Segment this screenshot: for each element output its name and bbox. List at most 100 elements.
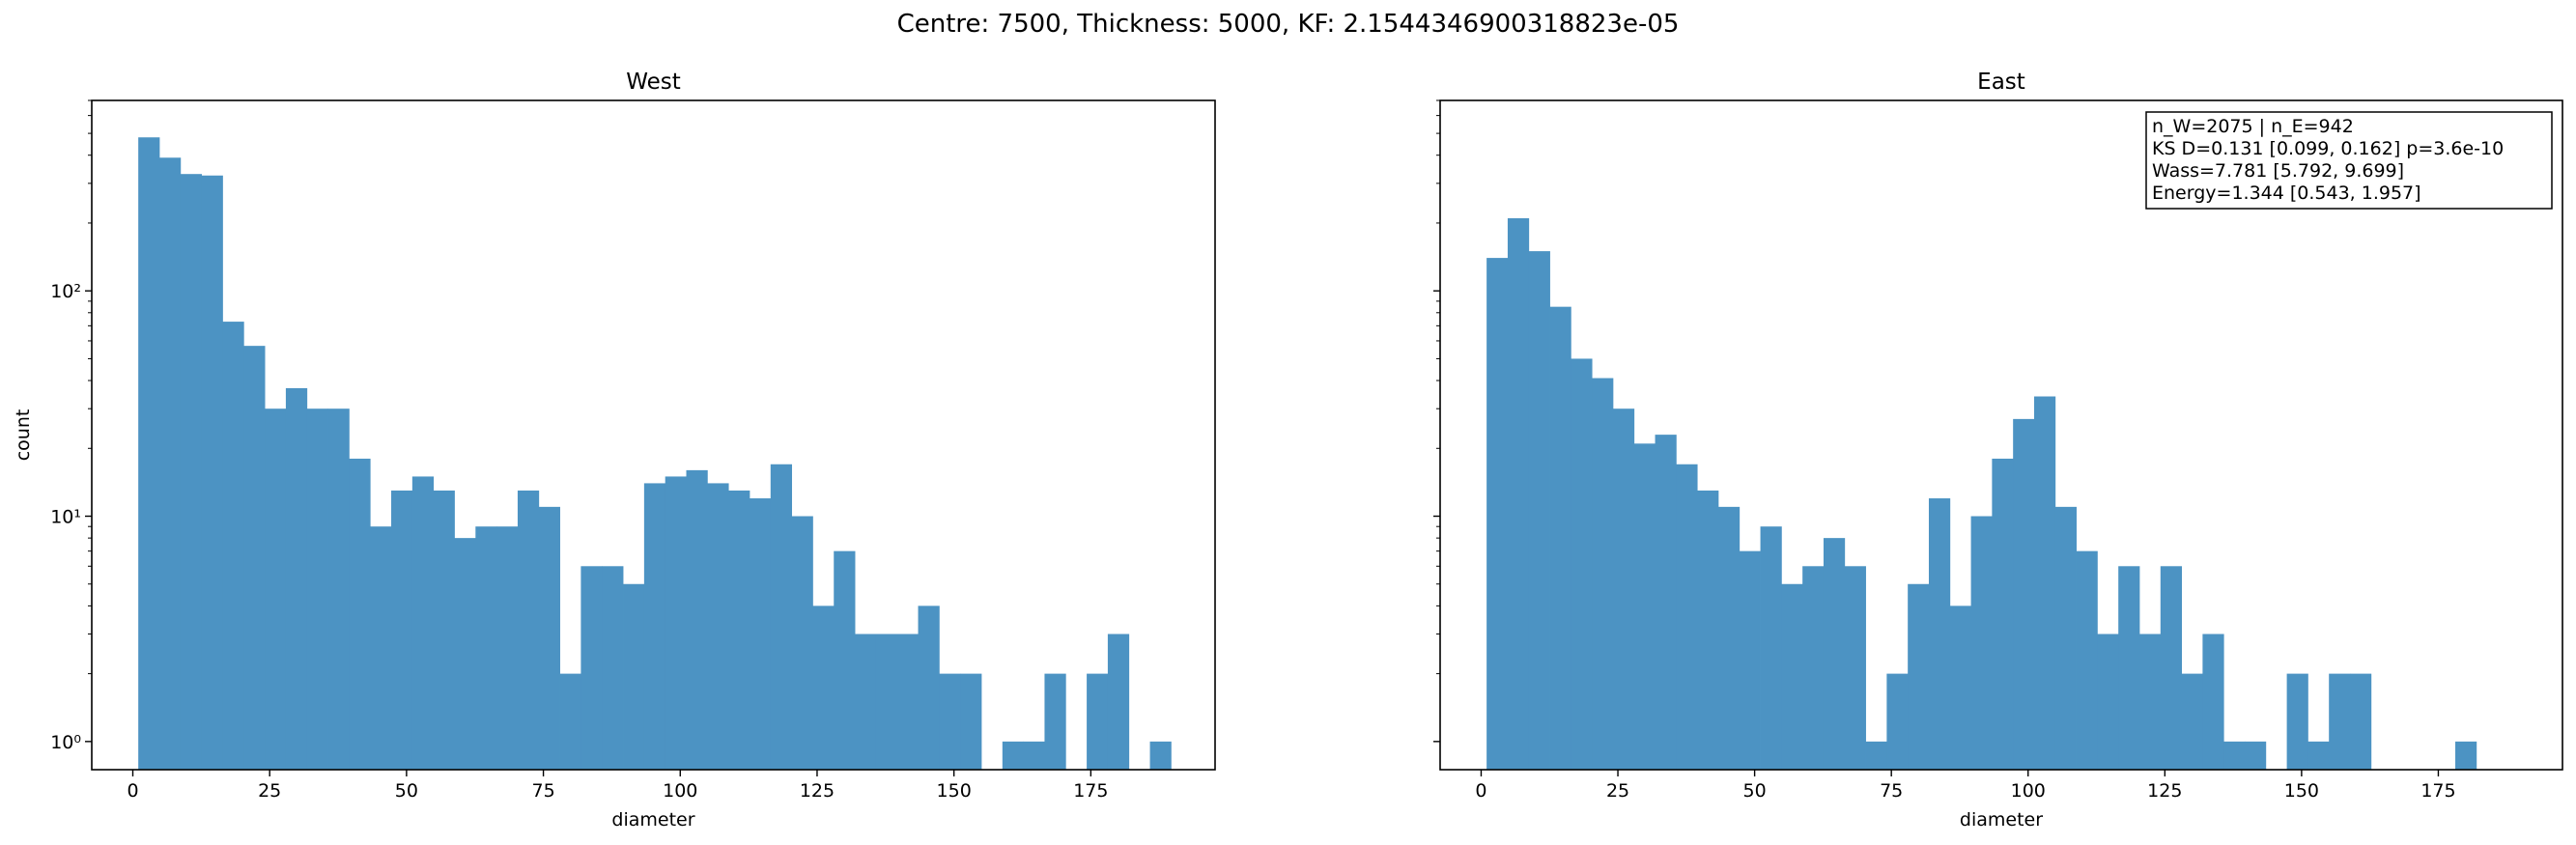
histogram-bar [834,550,856,770]
stats-line: Wass=7.781 [5.792, 9.699] [2152,160,2404,182]
histogram-bar [1633,443,1656,770]
x-tick-label: 75 [531,780,554,802]
histogram-bar [2013,418,2035,770]
histogram-bar [1949,606,1971,770]
histogram-bar [1992,458,2014,770]
histogram-bar [2054,506,2077,770]
histogram-bar [686,469,708,770]
y-axis-label: count [13,409,34,462]
axes-frame [91,99,1216,771]
histogram-bar [433,490,455,770]
histogram-bar [159,157,182,770]
histogram-bar [2223,741,2246,770]
histogram-bar [538,506,560,770]
histogram-bar [623,583,645,770]
histogram-bar [2138,634,2162,770]
figure-title: Centre: 7500, Thickness: 5000, KF: 2.154… [896,10,1680,39]
histogram-bar [475,526,497,770]
x-tick-label: 25 [258,780,281,802]
histogram-bar [306,408,328,770]
histogram-bar [391,490,413,770]
histogram-bar [2286,673,2308,770]
x-tick-label: 0 [1475,780,1486,802]
histogram-bar [2118,566,2140,770]
x-tick-label: 175 [1073,780,1108,802]
x-tick-label: 150 [2284,780,2319,802]
histogram-bar [1528,251,1550,771]
histogram-bar [728,490,750,770]
histogram-bar [580,566,603,770]
histogram-bar [1865,741,1887,770]
histogram-bar [2076,550,2098,770]
histogram-bar [2329,673,2351,770]
histogram-bar [1002,741,1025,770]
histogram-bar [243,346,266,770]
histogram-bar [1571,358,1593,770]
histogram-bar [2455,741,2477,770]
histogram-bar [496,526,519,770]
x-tick-label: 100 [663,780,697,802]
y-tick-label: 10² [50,281,81,302]
histogram-bars [138,137,1172,771]
y-tick-label: 10¹ [50,507,81,528]
histogram-bar [1844,566,1866,770]
histogram-bar [665,476,687,770]
histogram-bar [1486,258,1509,771]
x-tick-label: 75 [1880,780,1903,802]
histogram-bar [875,634,898,770]
histogram-bar [201,175,223,770]
east-panel: 0 25 50 75 100 125 150 175 East diameter n_W=2075 … [1433,70,2563,831]
x-tick-label: 175 [2420,780,2455,802]
histogram-bar [517,490,540,770]
stats-line: Energy=1.344 [0.543, 1.957] [2152,183,2421,204]
histogram-bar [265,408,287,770]
axes-frame [1439,99,2563,771]
histogram-bar [960,673,982,770]
histogram-bar [1802,566,1825,770]
histogram-bar [349,458,371,770]
histogram-bar [1908,583,1930,770]
histogram-bar [454,538,476,770]
x-tick-label: 0 [127,780,138,802]
x-tick-label: 125 [2147,780,2182,802]
x-tick-label: 50 [395,780,418,802]
stats-box [2145,111,2553,210]
histogram-bar [1507,218,1530,770]
histogram-bar [2307,741,2330,770]
histogram-bar [896,634,919,770]
histogram-bar [1823,538,1846,770]
histogram-bar [1023,741,1045,770]
x-tick-label: 100 [2011,780,2046,802]
x-tick-label: 25 [1606,780,1629,802]
histogram-bar [1886,673,1909,770]
x-tick-label: 125 [800,780,835,802]
histogram-bar [643,483,666,770]
x-axis-label: diameter [1960,809,2043,831]
histogram-bar [939,673,961,770]
stats-line: n_W=2075 | n_E=942 [2152,116,2354,137]
histogram-bar [180,174,203,770]
histogram-bar [1087,673,1109,770]
histogram-bar [1760,526,1782,770]
y-tick-label: 10⁰ [50,732,81,753]
histogram-bar [138,137,160,771]
histogram-bar [1149,741,1172,770]
histogram-bar [1970,516,1993,770]
histogram-bar [1612,408,1635,770]
histogram-bar [1655,435,1677,770]
histogram-bars [1486,218,2477,771]
histogram-bar [1697,490,1719,770]
histogram-bar [749,498,772,770]
histogram-bar [602,566,624,770]
histogram-bar [2160,566,2182,770]
histogram-bar [285,387,308,770]
x-tick-label: 50 [1743,780,1767,802]
histogram-bar [2097,634,2119,770]
histogram-bar [2181,673,2203,770]
histogram-bar [1781,583,1803,770]
west-panel: 0 25 50 75 100 125 150 175 10⁰ 10¹ 10² West diameter… [13,70,1216,831]
histogram-bar [411,476,435,770]
histogram-bar [2244,741,2267,770]
panel-title: West [626,70,681,95]
